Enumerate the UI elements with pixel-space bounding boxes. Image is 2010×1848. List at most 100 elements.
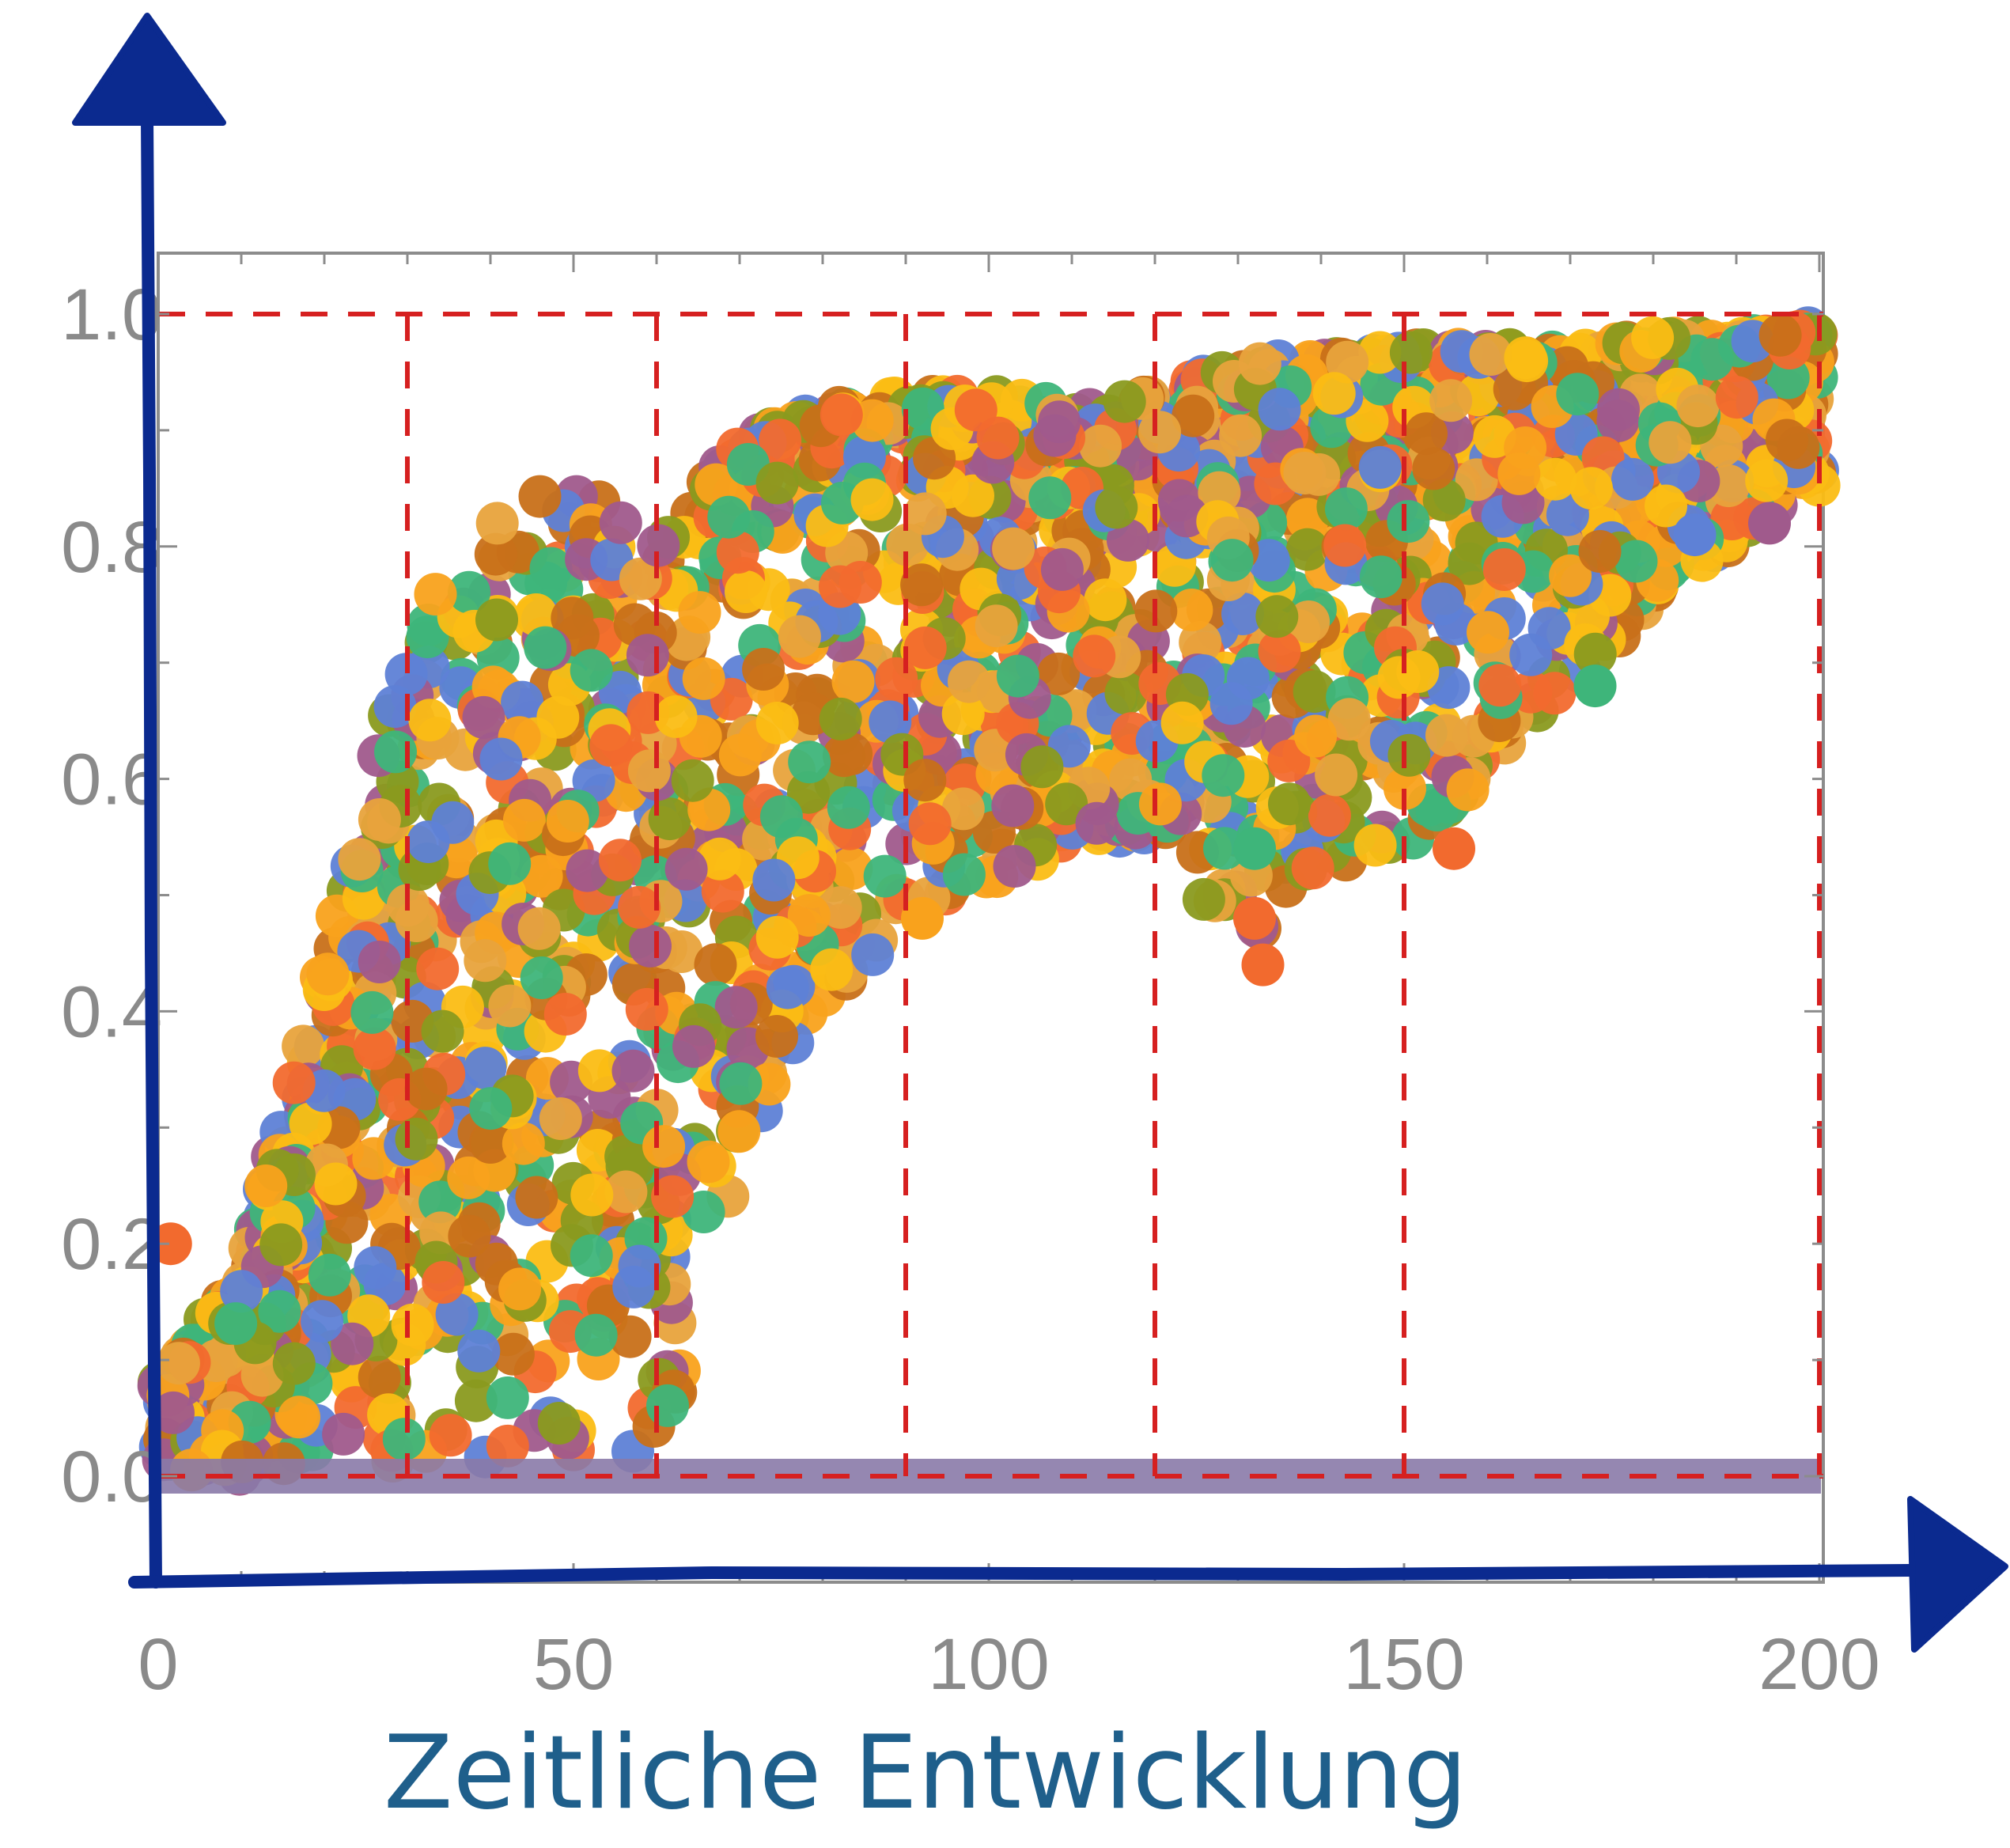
data-point <box>1258 630 1301 673</box>
data-point <box>941 692 985 736</box>
data-point <box>637 524 680 567</box>
data-point <box>778 615 821 658</box>
data-point <box>1497 452 1541 495</box>
data-point <box>830 733 873 775</box>
data-point <box>611 1049 655 1093</box>
data-point <box>1079 424 1122 468</box>
data-point <box>1258 388 1301 431</box>
data-point <box>725 570 767 613</box>
data-point <box>648 797 691 841</box>
y-tick-label: 0.0 <box>61 1437 162 1517</box>
data-point <box>570 649 613 692</box>
data-point <box>599 501 642 544</box>
data-point <box>908 802 952 846</box>
data-point <box>529 547 573 590</box>
data-point <box>536 695 580 739</box>
data-point <box>642 1125 686 1168</box>
data-point <box>992 527 1035 570</box>
data-point <box>1649 421 1692 464</box>
reference-lines <box>158 312 1823 1479</box>
data-point <box>1283 452 1327 494</box>
data-point <box>421 1009 464 1053</box>
data-point <box>1614 540 1658 583</box>
data-point <box>1267 739 1311 782</box>
data-point <box>589 724 633 767</box>
data-point <box>707 495 751 539</box>
data-point <box>220 1270 263 1313</box>
data-point <box>1255 595 1299 638</box>
data-point <box>1358 331 1402 374</box>
data-point <box>1446 768 1490 812</box>
data-point <box>1429 379 1473 422</box>
data-point <box>1138 782 1182 826</box>
data-point <box>520 854 563 898</box>
data-point <box>1415 789 1459 831</box>
data-point <box>354 1246 397 1289</box>
data-point <box>278 1395 320 1439</box>
data-point <box>755 1015 798 1058</box>
data-point <box>604 1134 648 1178</box>
data-point <box>886 523 929 566</box>
data-point <box>695 463 738 506</box>
data-point <box>612 1265 656 1308</box>
data-point <box>698 837 741 880</box>
data-point <box>863 854 907 898</box>
data-point <box>608 1315 652 1358</box>
data-point <box>996 654 1039 698</box>
data-point <box>546 800 589 843</box>
data-point <box>464 939 507 983</box>
data-point <box>570 1234 613 1278</box>
data-point <box>851 933 895 976</box>
data-point <box>1233 827 1276 870</box>
data-point <box>903 626 947 669</box>
data-point <box>395 1117 438 1161</box>
data-point <box>682 657 725 700</box>
data-point <box>903 759 947 802</box>
x-tick-label: 150 <box>1343 1624 1465 1705</box>
y-tick-label: 0.2 <box>61 1204 162 1285</box>
data-point <box>714 986 758 1029</box>
y-axis-arrow-shaft <box>141 112 162 1589</box>
data-point <box>502 1122 545 1165</box>
data-point <box>338 838 381 881</box>
data-point <box>1315 753 1358 797</box>
data-point <box>850 478 894 521</box>
data-point <box>900 563 944 607</box>
data-point <box>1405 412 1448 456</box>
data-point <box>831 660 875 703</box>
data-point <box>1389 331 1433 374</box>
x-tick-label: 100 <box>928 1624 1050 1705</box>
data-point <box>903 492 947 536</box>
data-point <box>488 984 532 1028</box>
data-point <box>1028 476 1072 520</box>
data-point <box>619 557 662 600</box>
data-point <box>1293 670 1336 714</box>
data-point <box>1597 388 1640 431</box>
data-point <box>374 730 417 774</box>
data-point <box>1534 457 1577 501</box>
data-point <box>1291 846 1334 890</box>
data-point <box>1766 418 1808 462</box>
data-point <box>1285 528 1329 571</box>
data-point <box>322 1412 365 1456</box>
data-point <box>752 858 796 902</box>
data-point <box>1040 547 1084 591</box>
data-point <box>152 1391 195 1434</box>
data-point <box>952 474 994 517</box>
data-point <box>646 1384 689 1427</box>
data-point <box>810 948 854 991</box>
data-point <box>687 1140 730 1183</box>
data-point <box>1478 664 1522 707</box>
data-point <box>543 993 587 1036</box>
data-point <box>1425 714 1468 757</box>
data-point <box>701 869 744 913</box>
data-point <box>599 839 642 882</box>
data-point <box>382 1418 426 1461</box>
data-point <box>654 695 698 738</box>
data-point <box>1549 554 1592 597</box>
data-point <box>1396 650 1440 693</box>
data-point <box>626 634 669 677</box>
data-point <box>1160 701 1204 744</box>
data-point <box>941 787 985 831</box>
